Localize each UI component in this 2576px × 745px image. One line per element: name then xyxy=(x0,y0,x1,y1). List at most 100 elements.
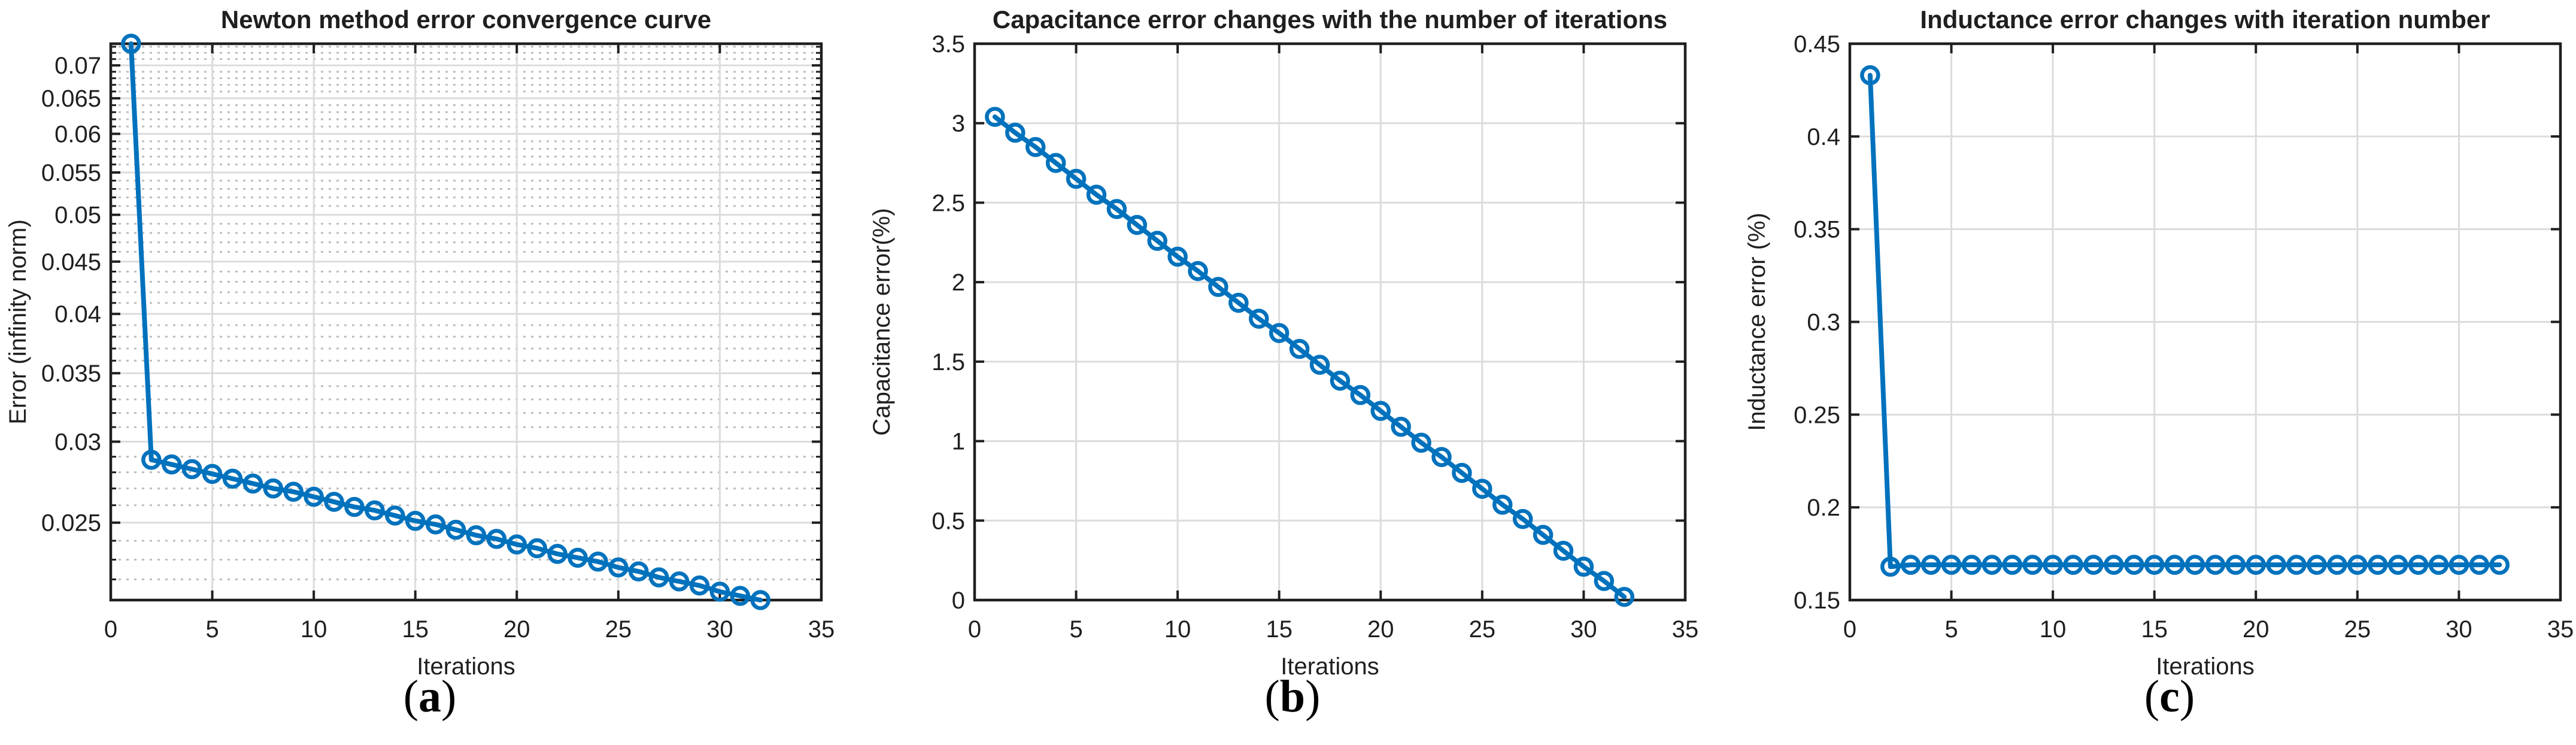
data-point-marker xyxy=(1269,323,1289,343)
data-series-line xyxy=(128,41,763,602)
data-point-marker xyxy=(2307,555,2327,575)
data-point-marker xyxy=(263,478,284,499)
x-tick-label: 25 xyxy=(1469,616,1496,643)
x-tick-label: 15 xyxy=(1266,616,1292,643)
data-point-marker xyxy=(1188,261,1208,281)
data-point-marker xyxy=(2002,555,2023,575)
x-tick-label: 30 xyxy=(1570,616,1597,643)
data-point-marker xyxy=(1472,479,1492,499)
chart-title: Inductance error changes with iteration … xyxy=(1920,5,2490,34)
x-tick-label: 25 xyxy=(2344,616,2371,643)
data-point-marker xyxy=(1941,555,1962,575)
y-tick-label: 0.15 xyxy=(1794,587,1840,614)
panel-c: 0 5 10 15 20 25 30 35 0.15 0.2 0.25 0.3 0.35 0.4 0.45 I… xyxy=(1718,0,2576,745)
y-tick-label: 0.065 xyxy=(41,86,101,112)
data-point-marker xyxy=(1614,586,1635,607)
data-point-marker xyxy=(608,557,629,578)
caption-a-open-paren: ( xyxy=(403,671,418,722)
caption-a-letter: a xyxy=(418,671,441,722)
data-point-marker xyxy=(1512,508,1533,529)
data-point-marker xyxy=(1553,540,1574,561)
data-point-marker xyxy=(1920,555,1941,575)
panel-b: 0 5 10 15 20 25 30 35 0 0.5 1 1.5 2 2.5 3 3.5 Capacitanc… xyxy=(858,0,1717,745)
data-point-marker xyxy=(2246,555,2266,575)
caption-b: (b) xyxy=(1203,671,1382,722)
y-tick-label: 0.2 xyxy=(1807,495,1840,521)
data-point-marker xyxy=(222,468,243,489)
x-tick-label: 5 xyxy=(205,616,219,643)
data-point-marker xyxy=(2164,555,2185,575)
y-tick-label: 0.035 xyxy=(41,361,101,387)
caption-b-open-paren: ( xyxy=(1264,671,1280,722)
data-point-marker xyxy=(344,496,365,517)
data-point-marker xyxy=(1411,432,1431,453)
data-point-marker xyxy=(1492,494,1513,515)
data-point-marker xyxy=(2347,555,2368,575)
x-tick-label: 0 xyxy=(104,616,117,643)
data-point-marker xyxy=(324,492,344,512)
data-point-marker xyxy=(1208,277,1228,297)
data-point-marker xyxy=(2184,555,2205,575)
y-tick-label: 0.03 xyxy=(54,429,101,456)
x-axis-label: Iterations xyxy=(2156,653,2255,680)
x-tick-label: 10 xyxy=(301,616,327,643)
data-point-marker xyxy=(141,450,162,470)
y-axis-label: Inductance error (%) xyxy=(1744,213,1770,431)
data-point-marker xyxy=(629,561,649,582)
x-tick-label: 20 xyxy=(1367,616,1394,643)
data-point-marker xyxy=(1106,199,1127,219)
data-point-marker xyxy=(466,525,487,546)
data-point-marker xyxy=(2083,555,2104,575)
chart-capacitance-error: 0 5 10 15 20 25 30 35 0 0.5 1 1.5 2 2.5 3 3.5 Capacitanc… xyxy=(869,5,1698,680)
data-point-marker xyxy=(648,567,669,587)
y-tick-label: 0.4 xyxy=(1807,124,1840,150)
data-point-marker xyxy=(2448,555,2469,575)
y-tick-label: 0.055 xyxy=(41,160,101,186)
y-tick-label: 0.35 xyxy=(1794,217,1840,243)
data-point-marker xyxy=(1249,308,1269,329)
data-point-marker xyxy=(2063,555,2083,575)
data-point-marker xyxy=(2225,555,2246,575)
data-point-marker xyxy=(689,575,710,596)
data-point-marker xyxy=(1025,137,1046,158)
y-tick-label: 3 xyxy=(952,111,965,137)
x-tick-label: 15 xyxy=(402,616,429,643)
caption-c: (c) xyxy=(2080,671,2259,722)
y-tick-label: 1.5 xyxy=(932,349,965,375)
data-point-marker xyxy=(405,510,426,531)
chart-newton-error-convergence: 0 5 10 15 20 25 30 35 0.025 0.03 0.035 0.04 0.045 0.0… xyxy=(5,5,835,680)
data-point-marker xyxy=(181,459,202,480)
data-point-marker xyxy=(1370,401,1391,421)
data-point-marker xyxy=(2489,555,2510,575)
data-point-marker xyxy=(2266,555,2286,575)
data-point-marker xyxy=(669,571,690,592)
data-point-marker xyxy=(2408,555,2429,575)
axes-box xyxy=(109,42,823,602)
chart-title: Capacitance error changes with the numbe… xyxy=(993,5,1667,34)
data-point-marker xyxy=(2104,555,2124,575)
data-point-marker xyxy=(2368,555,2388,575)
data-point-marker xyxy=(568,547,588,568)
y-tick-label: 0 xyxy=(952,587,965,614)
caption-b-close-paren: ) xyxy=(1305,671,1321,722)
data-point-marker xyxy=(1452,462,1472,483)
caption-c-letter: c xyxy=(2159,671,2180,722)
data-point-marker xyxy=(527,538,547,559)
y-tick-label: 3.5 xyxy=(932,31,965,57)
data-point-marker xyxy=(486,529,507,549)
caption-a-close-paren: ) xyxy=(441,671,457,722)
x-tick-label: 35 xyxy=(808,616,835,643)
data-point-marker xyxy=(1900,555,1921,575)
data-point-marker xyxy=(2387,555,2408,575)
data-point-marker xyxy=(1127,214,1148,235)
x-tick-label: 30 xyxy=(706,616,733,643)
data-point-marker xyxy=(1309,355,1330,375)
y-tick-label: 2.5 xyxy=(932,190,965,216)
data-point-marker xyxy=(588,552,608,572)
caption-a: (a) xyxy=(340,671,520,722)
x-tick-label: 5 xyxy=(1069,616,1082,643)
data-point-marker xyxy=(1594,571,1615,591)
data-point-marker xyxy=(2144,555,2165,575)
data-point-marker xyxy=(161,454,182,475)
data-point-marker xyxy=(304,486,324,507)
